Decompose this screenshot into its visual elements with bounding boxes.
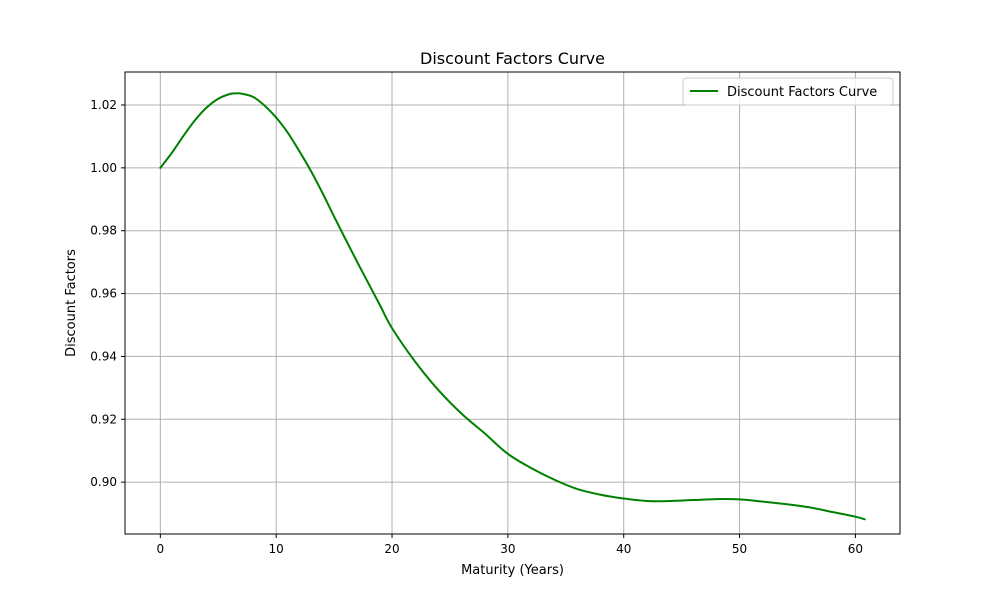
y-tick-label: 1.02: [90, 98, 117, 112]
plot-frame: [124, 71, 901, 535]
x-tick-label: 0: [157, 542, 165, 556]
legend-label: Discount Factors Curve: [727, 85, 877, 100]
series-layer: [159, 92, 866, 521]
x-tick-label: 30: [500, 542, 515, 556]
y-tick-label: 1.00: [90, 161, 117, 175]
grid-layer: [125, 72, 900, 534]
y-tick-label: 0.96: [90, 287, 117, 301]
y-tick-label: 0.90: [90, 475, 117, 489]
chart-title: Discount Factors Curve: [420, 49, 605, 68]
x-tick-label: 50: [732, 542, 747, 556]
y-axis-title: Discount Factors: [64, 249, 79, 357]
y-tick-label: 0.98: [90, 224, 117, 238]
x-tick-label: 60: [848, 542, 863, 556]
legend-box: [682, 77, 894, 106]
x-tick-label: 20: [384, 542, 399, 556]
series-line: [159, 92, 866, 521]
y-tick-label: 0.94: [90, 349, 117, 363]
y-tick-label: 0.92: [90, 412, 117, 426]
x-axis-title: Maturity (Years): [461, 563, 564, 578]
x-tick-label: 40: [616, 542, 631, 556]
legend: Discount Factors Curve: [682, 77, 894, 106]
tick-layer: 0 10 20 30 40 50 60 0.90 0.92 0.94 0.96 0.98 1.00 1.0…: [90, 98, 863, 556]
x-tick-label: 10: [269, 542, 284, 556]
